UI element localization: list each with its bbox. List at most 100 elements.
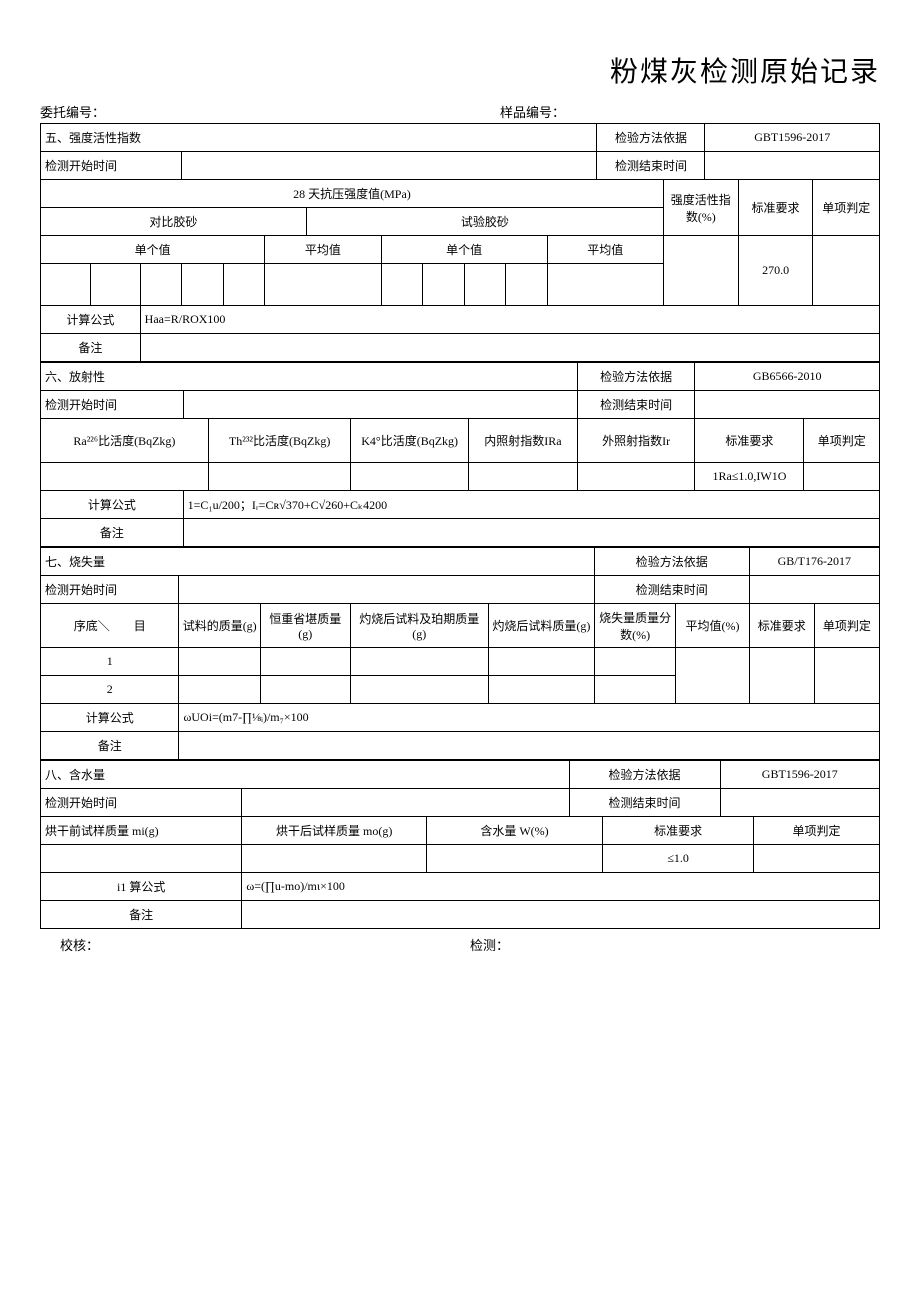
- s7c-c4: 灼烧后试料质量(g): [488, 604, 594, 648]
- s6-judge-val: [804, 463, 880, 491]
- s6-end-value: [695, 391, 880, 419]
- s7c-c1: 试料的质量(g): [179, 604, 260, 648]
- s7c-f: ωUOi=(m7-∏⅛ᵢ)/m₇×100: [179, 704, 880, 732]
- s5-d4: [182, 264, 224, 306]
- footer-test: 检测：: [470, 935, 880, 954]
- s5-ai-val: [663, 236, 738, 306]
- s7c-c5: 烧失量质量分数(%): [594, 604, 675, 648]
- s8-sl: 检测开始时间: [41, 789, 242, 817]
- section8-table: 八、含水量 检验方法依据 GBT1596-2017 检测开始时间 检测结束时间 …: [40, 760, 880, 929]
- s7c-r2: 2: [41, 676, 179, 704]
- s6-remark: [183, 519, 879, 547]
- s8-mv: GBT1596-2017: [720, 761, 879, 789]
- s5-contrast: 对比胶砂: [41, 208, 307, 236]
- s6-formula: 1=C₁u/200；Iᵣ=Cʀ√370+C√260+Cₖ4200: [183, 491, 879, 519]
- s5-std-req: 标准要求: [738, 180, 813, 236]
- s5-remark-label: 备注: [41, 334, 141, 362]
- s8-sr: 标准要求: [603, 817, 754, 845]
- s6-start-value: [183, 391, 577, 419]
- s6-v3: [351, 463, 468, 491]
- s5-single2: 单个值: [381, 236, 547, 264]
- s6-v4: [468, 463, 577, 491]
- s5-judge: 单项判定: [813, 180, 880, 236]
- s8-title: 八、含水量: [41, 761, 570, 789]
- s7c-c2: 恒重省堪质量(g): [260, 604, 350, 648]
- s8-sv: [242, 789, 569, 817]
- s8-el: 检测结束时间: [569, 789, 720, 817]
- s7clean: 七、烧失量 检验方法依据 GB/T176-2017 检测开始时间 检测结束时间 …: [40, 547, 880, 760]
- s5-d5: [223, 264, 265, 306]
- s6-end-label: 检测结束时间: [577, 391, 694, 419]
- s7c-r1: 1: [41, 648, 179, 676]
- s5-std-val: 270.0: [738, 236, 813, 306]
- s8-jg: 单项判定: [754, 817, 880, 845]
- s5-activity-index: 强度活性指数(%): [663, 180, 738, 236]
- s8-stdv: ≤1.0: [603, 845, 754, 873]
- s6-v5: [577, 463, 694, 491]
- s5-method-value: GBT1596-2017: [705, 124, 880, 152]
- s8-fl: i1 算公式: [41, 873, 242, 901]
- s5-judge-val: [813, 236, 880, 306]
- s6-v2: [208, 463, 351, 491]
- footer-check: 校核：: [40, 935, 470, 954]
- s6-start-label: 检测开始时间: [41, 391, 184, 419]
- section6-table: 六、放射性 检验方法依据 GB6566-2010 检测开始时间 检测结束时间 R…: [40, 362, 880, 547]
- s5-strength-header: 28 天抗压强度值(MPa): [41, 180, 664, 208]
- s6-judge: 单项判定: [804, 419, 880, 463]
- s5-start-label: 检测开始时间: [41, 152, 182, 180]
- s5-avg1: 平均值: [265, 236, 381, 264]
- s7c-el: 检测结束时间: [594, 576, 749, 604]
- s8-c3: 含水量 W(%): [426, 817, 602, 845]
- s5-d8: [423, 264, 465, 306]
- header-row: 委托编号： 样品编号：: [40, 102, 880, 121]
- s6-title: 六、放射性: [41, 363, 578, 391]
- s5-single1: 单个值: [41, 236, 265, 264]
- s6-k40: K4°比活度(BqZkg): [351, 419, 468, 463]
- s7c-sl: 检测开始时间: [41, 576, 179, 604]
- s6-method-value: GB6566-2010: [695, 363, 880, 391]
- s5-d11: [547, 264, 663, 306]
- s6-ra226: Ra²²⁶比活度(BqZkg): [41, 419, 209, 463]
- s5-remark: [140, 334, 879, 362]
- s5-formula-label: 计算公式: [41, 306, 141, 334]
- s7c-sv: [179, 576, 594, 604]
- s5-method-label: 检验方法依据: [597, 124, 705, 152]
- section5-table: 五、强度活性指数 检验方法依据 GBT1596-2017 检测开始时间 检测结束…: [40, 123, 880, 362]
- s8-rl: 备注: [41, 901, 242, 929]
- entrust-no: 委托编号：: [40, 102, 420, 121]
- s6-std-val: 1Ra≤1.0,IW1O: [695, 463, 804, 491]
- s5-d9: [464, 264, 506, 306]
- s5-d6: [265, 264, 381, 306]
- s5-d3: [140, 264, 182, 306]
- s7c-mv: GB/T176-2017: [749, 548, 879, 576]
- s5-title: 五、强度活性指数: [41, 124, 597, 152]
- footer-row: 校核： 检测：: [40, 935, 880, 954]
- s5-d7: [381, 264, 423, 306]
- s7c-sr: 标准要求: [749, 604, 814, 648]
- s8-c2: 烘干后试样质量 mo(g): [242, 817, 427, 845]
- s6-remark-label: 备注: [41, 519, 184, 547]
- s6-ir: 外照射指数Ir: [577, 419, 694, 463]
- s5-end-label: 检测结束时间: [597, 152, 705, 180]
- s5-end-value: [705, 152, 880, 180]
- s5-avg2: 平均值: [547, 236, 663, 264]
- s8-f: ω=(∏u-mo)/mι×100: [242, 873, 880, 901]
- s5-d1: [41, 264, 91, 306]
- s8-c1: 烘干前试样质量 mi(g): [41, 817, 242, 845]
- s6-std-req: 标准要求: [695, 419, 804, 463]
- s6-th232: Th²³²比活度(BqZkg): [208, 419, 351, 463]
- sample-no: 样品编号：: [420, 102, 880, 121]
- s8-ml: 检验方法依据: [569, 761, 720, 789]
- s7c-ev: [749, 576, 879, 604]
- s7c-c6: 平均值(%): [676, 604, 749, 648]
- page-title: 粉煤灰检测原始记录: [40, 50, 880, 90]
- s6-v1: [41, 463, 209, 491]
- s6-ira: 内照射指数IRa: [468, 419, 577, 463]
- s7c-jg: 单项判定: [814, 604, 879, 648]
- s7c-diag: 序底＼ 目: [41, 604, 179, 648]
- s7c-title: 七、烧失量: [41, 548, 595, 576]
- s5-test: 试验胶砂: [306, 208, 663, 236]
- s5-d2: [90, 264, 140, 306]
- s8-ev: [720, 789, 879, 817]
- s6-method-label: 检验方法依据: [577, 363, 694, 391]
